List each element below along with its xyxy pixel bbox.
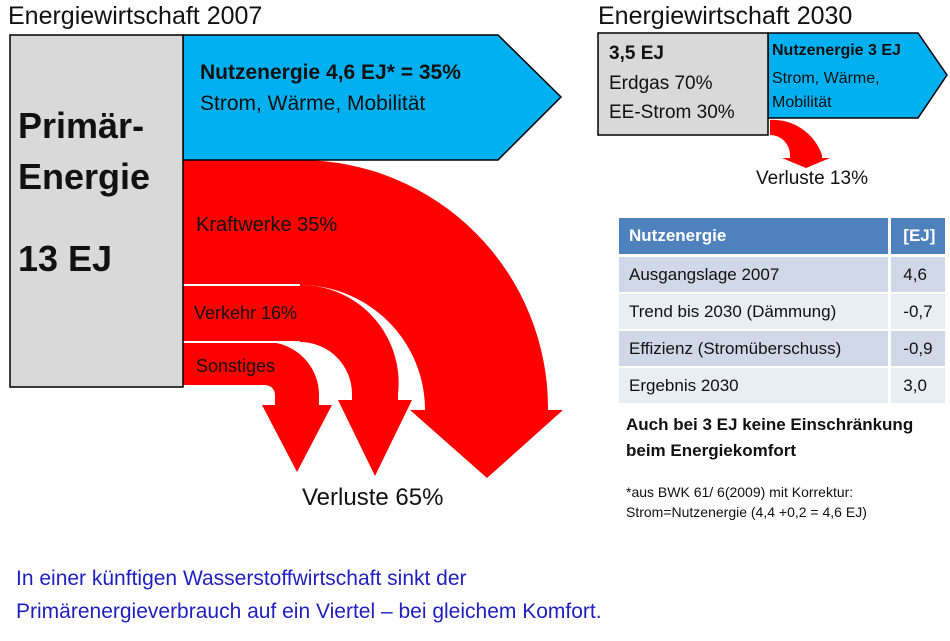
table-header-cell: [EJ]	[888, 218, 945, 257]
loss-flow-2030	[770, 119, 830, 168]
primary-energy-label-line2: Energie	[18, 156, 151, 197]
table-cell-value: 3,0	[888, 367, 945, 405]
title-2030: Energiewirtschaft 2030	[598, 2, 853, 30]
useful-energy-subtitle-2007: Strom, Wärme, Mobilität	[200, 92, 426, 115]
table-row: Effizienz (Stromüberschuss) -0,9	[619, 330, 945, 368]
sonstiges-label: Sonstiges	[196, 356, 276, 376]
conclusion-statement-line1: In einer künftigen Wasserstoffwirtschaft…	[16, 567, 467, 590]
title-2007: Energiewirtschaft 2007	[8, 2, 263, 30]
primary-energy-value: 13 EJ	[18, 238, 113, 279]
sonstiges-loss-flow	[183, 342, 332, 472]
table-cell-label: Ergebnis 2030	[619, 367, 890, 405]
table-cell-label: Effizienz (Stromüberschuss)	[619, 330, 890, 368]
erdgas-share-2030: Erdgas 70%	[609, 73, 713, 94]
losses-label-2007: Verluste 65%	[302, 484, 444, 511]
table-header-row: Nutzenergie [EJ]	[619, 218, 945, 257]
kraftwerke-label: Kraftwerke 35%	[196, 214, 338, 236]
kraftwerke-loss-flow	[183, 160, 563, 478]
table-row: Ergebnis 2030 3,0	[619, 367, 945, 405]
primary-energy-value-2030: 3,5 EJ	[609, 43, 664, 64]
conclusion-statement-line2: Primärenergieverbrauch auf ein Viertel –…	[16, 600, 602, 623]
table-cell-value: 4,6	[888, 255, 945, 294]
useful-energy-subtitle-2030-line1: Strom, Wärme,	[772, 70, 880, 87]
useful-energy-table: Nutzenergie [EJ] Ausgangslage 2007 4,6 T…	[619, 218, 945, 405]
footnote-line2: Strom=Nutzenergie (4,4 +0,2 = 4,6 EJ)	[626, 504, 867, 520]
losses-label-2030: Verluste 13%	[756, 168, 868, 189]
verkehr-label: Verkehr 16%	[194, 303, 298, 323]
primary-energy-box-2007	[9, 34, 184, 388]
table-cell-label: Ausgangslage 2007	[619, 255, 890, 294]
primary-energy-box-2030	[597, 32, 769, 136]
useful-energy-subtitle-2030-line2: Mobilität	[772, 94, 832, 111]
conclusion-line1: Auch bei 3 EJ keine Einschränkung	[626, 415, 914, 434]
footnote-line1: *aus BWK 61/ 6(2009) mit Korrektur:	[626, 484, 854, 500]
conclusion-line2: beim Energiekomfort	[626, 441, 797, 460]
verkehr-loss-flow	[183, 284, 412, 476]
table-header-cell: Nutzenergie	[619, 218, 890, 257]
table-row: Trend bis 2030 (Dämmung) -0,7	[619, 293, 945, 331]
useful-energy-title-2007: Nutzenergie 4,6 EJ* = 35%	[200, 61, 461, 84]
primary-energy-label-line1: Primär-	[18, 105, 145, 146]
useful-energy-title-2030: Nutzenergie 3 EJ	[772, 42, 901, 59]
table-cell-value: -0,7	[888, 293, 945, 331]
ee-strom-share-2030: EE-Strom 30%	[609, 102, 735, 123]
table-cell-label: Trend bis 2030 (Dämmung)	[619, 293, 890, 331]
table-cell-value: -0,9	[888, 330, 945, 368]
table-row: Ausgangslage 2007 4,6	[619, 255, 945, 294]
